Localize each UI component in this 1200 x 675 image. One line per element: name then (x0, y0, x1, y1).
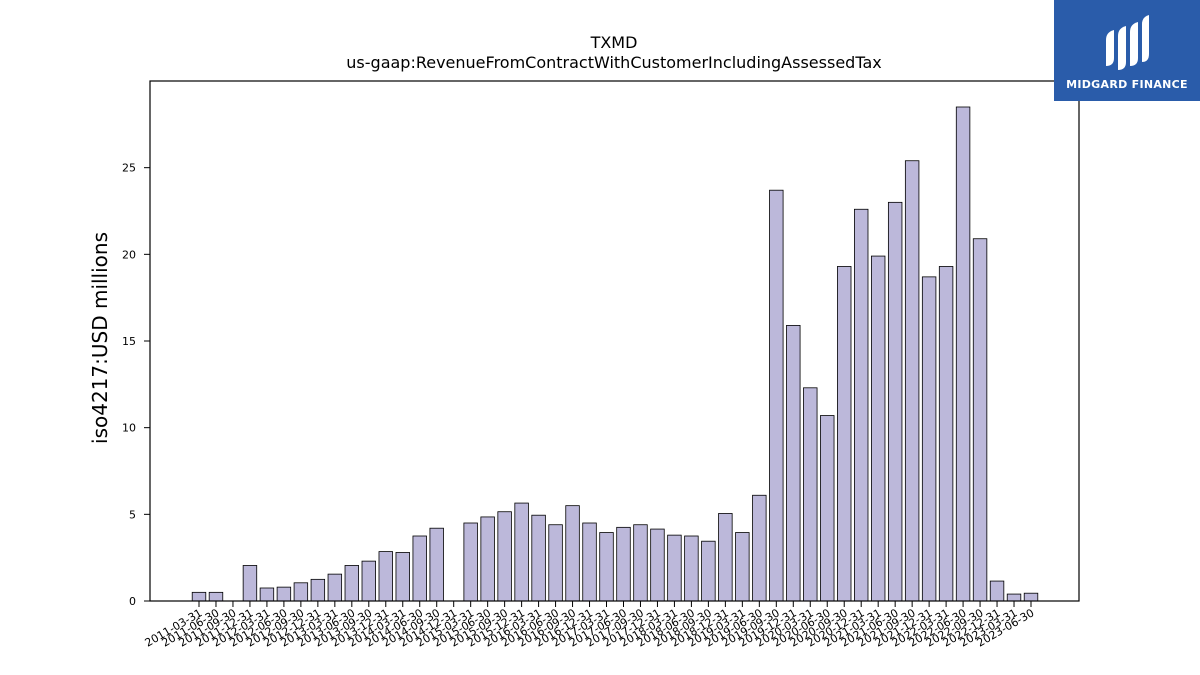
bar-2020-06-30 (820, 415, 835, 602)
bar-2012-06-30 (276, 586, 292, 602)
midgard-logo-icon (1106, 15, 1149, 70)
bar-2011-12-31 (242, 565, 258, 602)
plot-frame (149, 80, 1080, 602)
bar-2019-09-30 (769, 189, 784, 602)
bar-2016-09-30 (565, 505, 580, 602)
bar-2016-12-31 (582, 522, 597, 602)
bar-2016-03-31 (531, 514, 546, 602)
bar-2020-03-31 (803, 387, 818, 602)
bar-2020-12-31 (854, 208, 869, 602)
bar-2020-09-30 (837, 266, 852, 602)
bar-2021-03-31 (870, 255, 886, 602)
y-axis-label: iso4217:USD millions (88, 232, 112, 444)
bar-2022-12-31 (989, 580, 1005, 602)
bar-2018-03-31 (667, 534, 682, 602)
bar-2019-12-31 (786, 324, 801, 602)
bar-2015-06-30 (480, 516, 495, 602)
bar-2017-06-30 (616, 526, 631, 602)
y-tick-label: 20 (122, 248, 136, 261)
bar-2021-09-30 (904, 160, 920, 602)
bar-2021-12-31 (921, 276, 937, 602)
y-tick-label: 10 (122, 422, 136, 435)
bar-2014-03-31 (395, 552, 410, 602)
bar-2011-06-30 (208, 591, 224, 602)
bar-2015-03-31 (463, 522, 478, 602)
y-tick-label: 5 (129, 508, 136, 521)
bar-2013-03-31 (327, 573, 343, 602)
bar-2012-09-30 (293, 582, 309, 602)
bar-2022-06-30 (955, 106, 971, 602)
bar-2022-09-30 (972, 238, 988, 602)
y-tick-label: 15 (122, 335, 136, 348)
bar-2019-06-30 (752, 494, 767, 602)
bar-2021-06-30 (887, 201, 903, 602)
logo-text: MIDGARD FINANCE (1066, 78, 1188, 91)
bar-2018-09-30 (701, 540, 716, 602)
bar-2019-03-31 (735, 532, 750, 602)
bar-2014-09-30 (429, 527, 444, 602)
bar-2015-09-30 (497, 511, 512, 602)
chart-title: TXMD (590, 33, 638, 52)
bar-2022-03-31 (938, 266, 954, 602)
bar-2011-03-31 (191, 591, 207, 602)
bar-2017-03-31 (599, 532, 614, 602)
bar-2018-12-31 (718, 513, 733, 602)
bar-2016-06-30 (548, 524, 563, 602)
y-tick-label: 25 (122, 162, 136, 175)
midgard-finance-logo: MIDGARD FINANCE (1054, 0, 1200, 101)
bar-2012-12-31 (310, 578, 326, 602)
bar-2018-06-30 (684, 535, 699, 602)
bar-2023-03-31 (1006, 593, 1022, 602)
bar-2014-06-30 (412, 535, 427, 602)
bar-2017-09-30 (633, 524, 648, 602)
plot-area: 05101520252011-03-312011-06-302011-09-30… (122, 106, 1039, 650)
bar-2013-09-30 (361, 560, 376, 602)
chart-subtitle: us-gaap:RevenueFromContractWithCustomerI… (346, 53, 881, 72)
bar-2015-12-31 (514, 502, 529, 602)
y-tick-label: 0 (129, 595, 136, 608)
bar-2013-12-31 (378, 551, 393, 602)
bar-2013-06-30 (344, 565, 360, 602)
bar-2017-12-31 (650, 528, 665, 602)
bar-2012-03-31 (259, 587, 275, 602)
bar-2023-06-30 (1023, 592, 1039, 602)
